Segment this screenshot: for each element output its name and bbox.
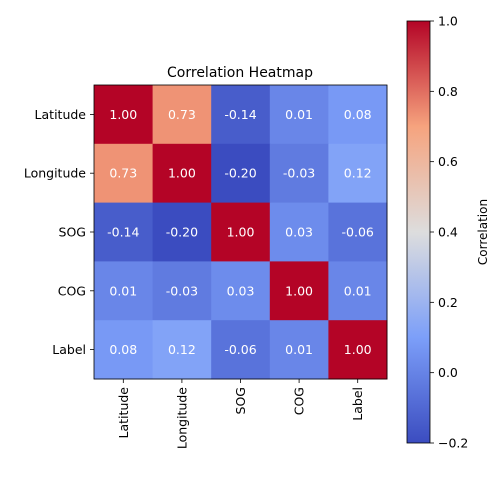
heatmap-cell bbox=[152, 261, 212, 321]
colorbar-tick-label: 0.8 bbox=[438, 84, 458, 99]
heatmap-cell bbox=[328, 320, 388, 380]
cell-value-label: 1.00 bbox=[227, 225, 255, 240]
colorbar: −0.2 0.0 0.2 0.4 0.6 0.8 1.0 bbox=[406, 14, 468, 451]
heatmap-cell bbox=[269, 202, 329, 262]
colorbar-gradient bbox=[406, 20, 431, 444]
y-tick-label: Label bbox=[52, 342, 86, 357]
cell-value-label: 0.01 bbox=[285, 342, 313, 357]
heatmap-cells bbox=[94, 85, 388, 380]
cell-value-label: 0.03 bbox=[227, 283, 255, 298]
heatmap-cell bbox=[269, 261, 329, 321]
colorbar-tick-label: 1.0 bbox=[438, 14, 458, 29]
x-tick-label: Latitude bbox=[116, 387, 131, 439]
x-tick-label: SOG bbox=[233, 387, 248, 414]
colorbar-tick-label: −0.2 bbox=[438, 436, 468, 451]
x-tick-label: COG bbox=[292, 387, 307, 415]
heatmap-cell bbox=[269, 143, 329, 204]
heatmap-cell bbox=[152, 202, 212, 262]
heatmap-cell bbox=[152, 85, 212, 145]
cell-value-label: 1.00 bbox=[109, 107, 137, 122]
cell-value-label: 0.01 bbox=[285, 107, 313, 122]
colorbar-tick-label: 0.6 bbox=[438, 154, 458, 169]
x-axis-ticks: Latitude Longitude SOG COG Label bbox=[116, 379, 365, 449]
cell-value-label: -0.03 bbox=[283, 166, 315, 181]
heatmap-cell bbox=[211, 202, 271, 262]
cell-value-label: -0.20 bbox=[166, 225, 198, 240]
colorbar-label: Correlation bbox=[476, 199, 490, 265]
y-tick-label: SOG bbox=[59, 225, 86, 240]
cell-value-label: 0.01 bbox=[109, 283, 137, 298]
heatmap-cell bbox=[94, 143, 154, 204]
colorbar-tick-label: 0.2 bbox=[438, 295, 458, 310]
heatmap-cell bbox=[328, 143, 388, 204]
y-axis-ticks: Latitude Longitude SOG COG Label bbox=[24, 107, 94, 357]
cell-value-label: -0.03 bbox=[166, 283, 198, 298]
cell-value-label: 0.01 bbox=[344, 283, 372, 298]
heatmap-cell bbox=[152, 143, 212, 204]
heatmap-cell bbox=[152, 320, 212, 380]
cell-value-label: 0.08 bbox=[344, 107, 372, 122]
cell-annotations: 1.00 0.73 -0.14 0.01 0.08 0.73 1.00 -0.20 -0.03 0… bbox=[107, 107, 374, 357]
y-tick-label: Latitude bbox=[35, 107, 87, 122]
chart-title: Correlation Heatmap bbox=[167, 65, 313, 81]
heatmap-cell bbox=[94, 261, 154, 321]
colorbar-tick-label: 0.0 bbox=[438, 365, 458, 380]
cell-value-label: -0.06 bbox=[224, 342, 256, 357]
cell-value-label: 0.08 bbox=[109, 342, 137, 357]
heatmap-cell bbox=[211, 261, 271, 321]
cell-value-label: 0.12 bbox=[344, 166, 372, 181]
cell-value-label: -0.14 bbox=[224, 107, 256, 122]
heatmap-cell bbox=[94, 202, 154, 262]
colorbar-tick-label: 0.4 bbox=[438, 225, 458, 240]
heatmap-cell bbox=[94, 320, 154, 380]
heatmap-cell bbox=[328, 85, 388, 145]
cell-value-label: 1.00 bbox=[168, 166, 196, 181]
cell-value-label: 0.12 bbox=[168, 342, 196, 357]
heatmap-cell bbox=[94, 85, 154, 145]
cell-value-label: 0.03 bbox=[285, 225, 313, 240]
x-tick-label: Label bbox=[350, 387, 365, 421]
heatmap-cell bbox=[211, 143, 271, 204]
cell-value-label: 0.73 bbox=[168, 107, 196, 122]
x-tick-label: Longitude bbox=[174, 387, 189, 449]
cell-value-label: 1.00 bbox=[285, 283, 313, 298]
heatmap-cell bbox=[269, 320, 329, 380]
heatmap-cell bbox=[328, 202, 388, 262]
heatmap-cell bbox=[211, 320, 271, 380]
cell-value-label: 1.00 bbox=[344, 342, 372, 357]
y-tick-label: COG bbox=[58, 283, 86, 298]
cell-value-label: -0.20 bbox=[224, 166, 256, 181]
heatmap-cell bbox=[211, 85, 271, 145]
cell-value-label: 0.73 bbox=[109, 166, 137, 181]
cell-value-label: -0.06 bbox=[342, 225, 374, 240]
cell-value-label: -0.14 bbox=[107, 225, 139, 240]
heatmap-cell bbox=[269, 85, 329, 145]
heatmap-cell bbox=[328, 261, 388, 321]
y-tick-label: Longitude bbox=[24, 166, 86, 181]
